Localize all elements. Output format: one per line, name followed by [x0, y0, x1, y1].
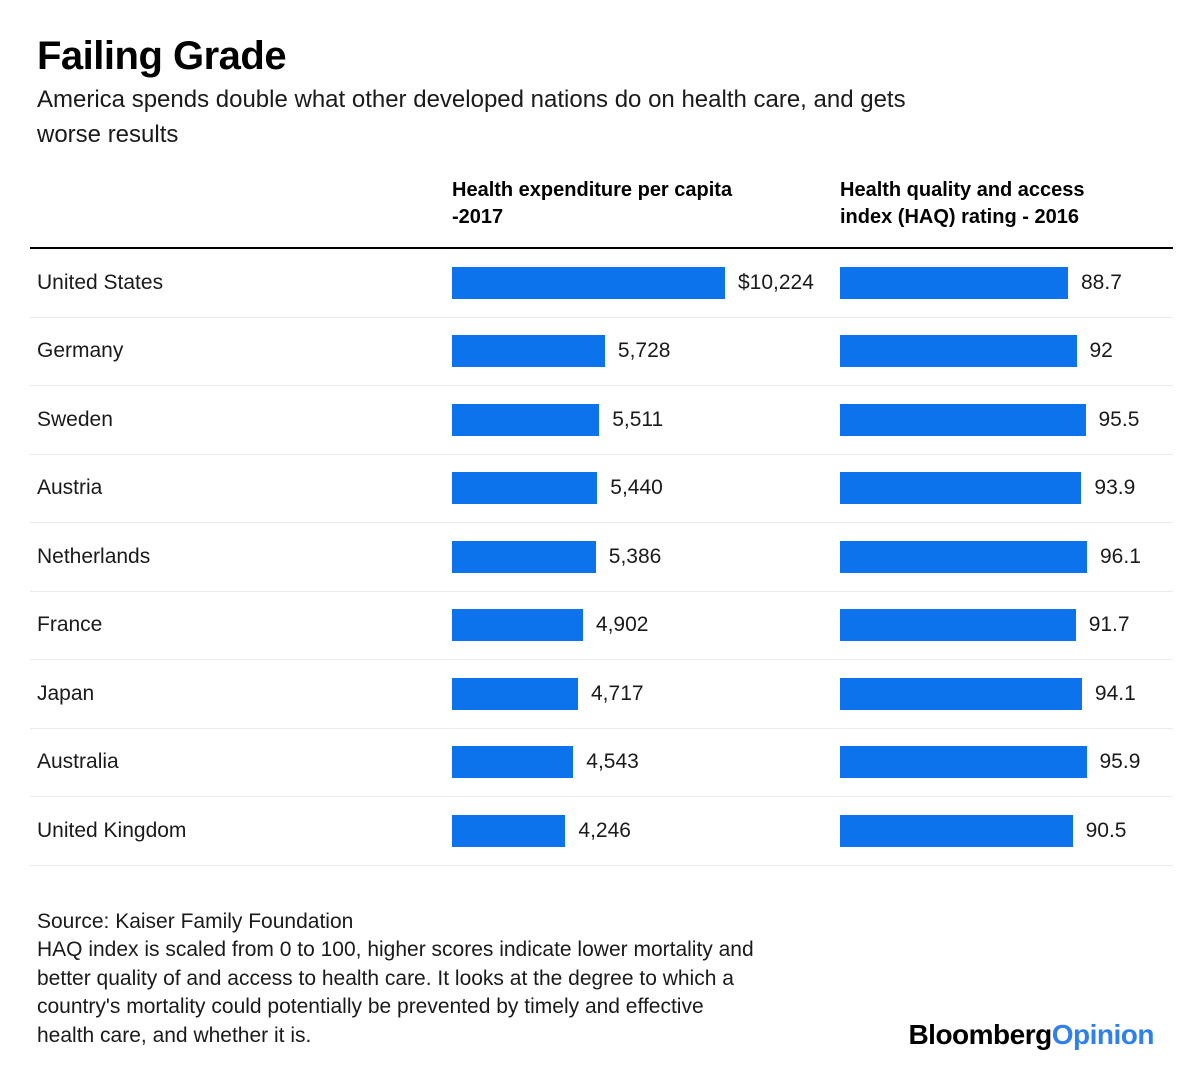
- country-label: Austria: [37, 476, 103, 500]
- country-label: France: [37, 613, 103, 637]
- table-row: Netherlands 5,386 96.1: [30, 523, 1173, 592]
- expenditure-bar: [452, 609, 583, 642]
- haq-header-line-1: Health quality and access: [840, 179, 1085, 201]
- haq-bar: [840, 677, 1082, 710]
- expenditure-bar: [452, 472, 598, 505]
- table-row: United Kingdom 4,246 90.5: [30, 797, 1173, 866]
- haq-bar-cell: 91.7: [840, 592, 1130, 660]
- expenditure-bar-cell: 5,728: [452, 318, 670, 386]
- haq-value: 93.9: [1094, 476, 1136, 500]
- subtitle-line-1: America spends double what other develop…: [37, 86, 906, 113]
- country-label: Germany: [37, 339, 124, 363]
- source-line: Source: Kaiser Family Foundation: [37, 910, 354, 933]
- expenditure-bar: [452, 266, 725, 299]
- haq-bar-cell: 95.5: [840, 386, 1139, 454]
- table-row: United States $10,224 88.7: [30, 249, 1173, 318]
- expenditure-bar-cell: 4,902: [452, 592, 648, 660]
- haq-bar-cell: 95.9: [840, 729, 1140, 797]
- note-line-2: better quality of and access to health c…: [37, 966, 734, 990]
- haq-header-line-2: index (HAQ) rating - 2016: [840, 206, 1079, 228]
- expenditure-bar-cell: 5,386: [452, 523, 661, 591]
- table-row: Australia 4,543 95.9: [30, 729, 1173, 797]
- table-row: Japan 4,717 94.1: [30, 660, 1173, 729]
- column-header-haq: Health quality and access index (HAQ) ra…: [840, 177, 1085, 231]
- haq-bar-cell: 90.5: [840, 797, 1126, 865]
- expenditure-bar-cell: $10,224: [452, 249, 814, 317]
- haq-value: 95.5: [1098, 407, 1140, 431]
- logo-bloomberg-text: Bloomberg: [908, 1019, 1052, 1050]
- column-header-expenditure: Health expenditure per capita -2017: [452, 177, 732, 231]
- haq-value: 91.7: [1088, 613, 1130, 637]
- expenditure-value: 5,728: [617, 339, 671, 363]
- expenditure-bar: [452, 403, 600, 436]
- country-label: United States: [37, 270, 164, 294]
- haq-value: 88.7: [1081, 270, 1122, 294]
- expenditure-bar: [452, 814, 566, 847]
- haq-bar: [840, 472, 1082, 505]
- haq-bar-cell: 92: [840, 318, 1113, 386]
- haq-value: 95.9: [1099, 750, 1141, 774]
- haq-value: 94.1: [1094, 681, 1136, 705]
- table-row: Sweden 5,511 95.5: [30, 386, 1173, 455]
- note-line-4: health care, and whether it is.: [37, 1023, 312, 1047]
- chart-table: United States $10,224 88.7 Germany 5,728…: [30, 247, 1173, 866]
- expenditure-bar-cell: 4,717: [452, 660, 644, 728]
- haq-bar: [840, 609, 1076, 642]
- country-label: Sweden: [37, 407, 113, 431]
- note-line-3: country's mortality could potentially be…: [37, 995, 704, 1019]
- expenditure-bar: [452, 335, 605, 368]
- country-label: Australia: [37, 750, 119, 774]
- table-row: Germany 5,728 92: [30, 318, 1173, 386]
- country-label: Netherlands: [37, 544, 151, 568]
- haq-bar-cell: 88.7: [840, 249, 1122, 317]
- haq-bar-cell: 93.9: [840, 455, 1135, 523]
- expenditure-value: 5,386: [608, 544, 662, 568]
- haq-bar: [840, 814, 1073, 847]
- haq-value: 96.1: [1100, 544, 1141, 568]
- note-line-1: HAQ index is scaled from 0 to 100, highe…: [37, 938, 754, 962]
- haq-value: 92: [1089, 339, 1113, 363]
- expenditure-value: 4,717: [591, 681, 644, 705]
- haq-bar-cell: 96.1: [840, 523, 1141, 591]
- expenditure-bar-cell: 5,440: [452, 455, 663, 523]
- expenditure-bar-cell: 4,543: [452, 729, 639, 797]
- expenditure-bar: [452, 746, 574, 779]
- expenditure-bar: [452, 540, 596, 573]
- expenditure-bar-cell: 4,246: [452, 797, 631, 865]
- logo-opinion-text: Opinion: [1051, 1019, 1155, 1050]
- table-row: France 4,902 91.7: [30, 592, 1173, 660]
- expenditure-header-line-2: -2017: [452, 206, 504, 228]
- expenditure-value: 5,511: [612, 407, 664, 431]
- expenditure-value: 4,543: [586, 750, 639, 774]
- haq-value: 90.5: [1085, 818, 1127, 842]
- expenditure-value: $10,224: [738, 270, 814, 294]
- chart-title: Failing Grade: [37, 34, 287, 78]
- chart-subtitle: America spends double what other develop…: [37, 82, 906, 152]
- country-label: Japan: [37, 681, 95, 705]
- subtitle-line-2: worse results: [37, 121, 179, 148]
- expenditure-value: 4,902: [595, 613, 649, 637]
- bloomberg-opinion-logo: BloombergOpinion: [908, 1019, 1154, 1051]
- expenditure-bar: [452, 677, 578, 710]
- expenditure-bar-cell: 5,511: [452, 386, 663, 454]
- expenditure-value: 4,246: [578, 818, 631, 842]
- haq-bar-cell: 94.1: [840, 660, 1136, 728]
- haq-bar: [840, 746, 1087, 779]
- haq-bar: [840, 540, 1087, 573]
- expenditure-value: 5,440: [610, 476, 663, 500]
- country-label: United Kingdom: [37, 818, 187, 842]
- haq-bar: [840, 403, 1086, 436]
- expenditure-header-line-1: Health expenditure per capita: [452, 179, 733, 201]
- haq-bar: [840, 335, 1077, 368]
- haq-bar: [840, 266, 1068, 299]
- table-row: Austria 5,440 93.9: [30, 455, 1173, 523]
- footer-notes: Source: Kaiser Family Foundation HAQ ind…: [37, 908, 754, 1050]
